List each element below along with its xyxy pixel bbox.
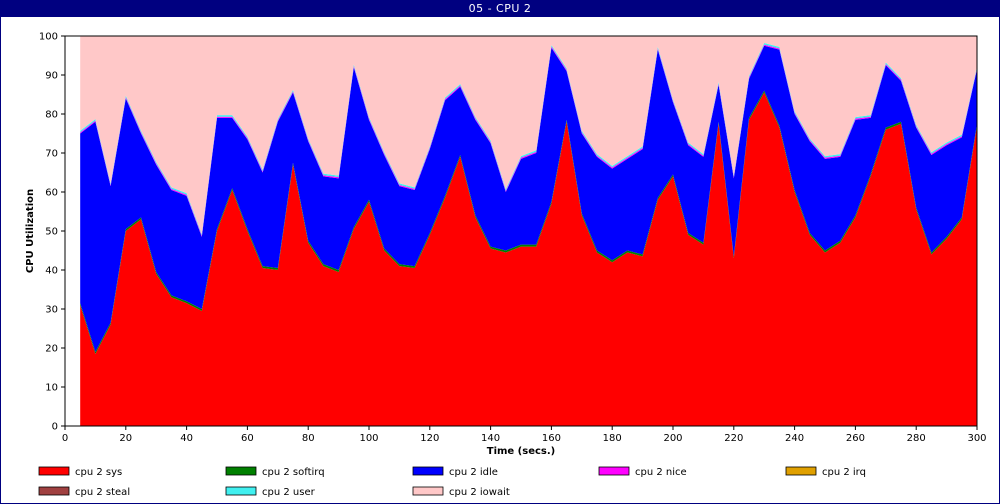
- x-tick-label: 240: [785, 433, 804, 444]
- area-cpu-2-iowait: [80, 36, 977, 235]
- y-axis-title: CPU Utilization: [25, 189, 36, 273]
- legend-swatch-cpu-2-irq: [785, 466, 817, 476]
- x-tick-label: 20: [119, 433, 132, 444]
- y-tick-label: 0: [52, 422, 58, 433]
- legend-swatch-cpu-2-steal: [38, 486, 70, 496]
- y-axis-ticks: 0 10 20 30 40 50 60 70 80 90 100: [39, 32, 65, 433]
- x-tick-label: 140: [481, 433, 500, 444]
- y-tick-label: 20: [45, 344, 58, 355]
- x-tick-label: 220: [724, 433, 743, 444]
- legend-label-cpu-2-steal: cpu 2 steal: [75, 487, 130, 498]
- x-tick-label: 300: [967, 433, 986, 444]
- y-tick-label: 70: [45, 149, 58, 160]
- x-axis-ticks: 0 20 40 60 80 100 120 140 160 180 200 220 240 260 280 3…: [62, 426, 987, 444]
- x-tick-label: 60: [241, 433, 254, 444]
- legend-label-cpu-2-iowait: cpu 2 iowait: [449, 487, 510, 498]
- y-tick-label: 30: [45, 305, 58, 316]
- legend-label-cpu-2-nice: cpu 2 nice: [635, 467, 687, 478]
- legend-swatch-cpu-2-user: [225, 486, 257, 496]
- window-title: 05 - CPU 2: [1, 1, 999, 17]
- y-tick-label: 90: [45, 71, 58, 82]
- legend-swatch-cpu-2-sys: [38, 466, 70, 476]
- cpu-utilization-chart: 0 20 40 60 80 100 120 140 160 180 200 220 240 260 280 3…: [25, 32, 987, 499]
- stacked-areas: [80, 36, 977, 427]
- y-tick-label: 10: [45, 383, 58, 394]
- legend-label-cpu-2-irq: cpu 2 irq: [822, 467, 866, 478]
- x-axis-title: Time (secs.): [487, 446, 556, 457]
- x-tick-label: 0: [62, 433, 68, 444]
- area-cpu-2-sys: [80, 92, 977, 427]
- x-tick-label: 180: [603, 433, 622, 444]
- x-tick-label: 120: [420, 433, 439, 444]
- legend: cpu 2 sys cpu 2 softirq cpu 2 idle cpu 2 ni…: [38, 466, 866, 498]
- x-tick-label: 260: [846, 433, 865, 444]
- legend-swatch-cpu-2-softirq: [225, 466, 257, 476]
- legend-label-cpu-2-idle: cpu 2 idle: [449, 467, 498, 478]
- x-tick-label: 160: [542, 433, 561, 444]
- x-tick-label: 200: [663, 433, 682, 444]
- legend-swatch-cpu-2-nice: [598, 466, 630, 476]
- area-cpu-2-idle: [80, 45, 977, 352]
- y-tick-label: 100: [39, 32, 58, 43]
- y-tick-label: 60: [45, 188, 58, 199]
- y-tick-label: 50: [45, 227, 58, 238]
- y-tick-label: 80: [45, 110, 58, 121]
- x-tick-label: 40: [180, 433, 193, 444]
- legend-swatch-cpu-2-idle: [412, 466, 444, 476]
- legend-label-cpu-2-user: cpu 2 user: [262, 487, 316, 498]
- y-tick-label: 40: [45, 266, 58, 277]
- legend-swatch-cpu-2-iowait: [412, 486, 444, 496]
- x-tick-label: 280: [907, 433, 926, 444]
- x-tick-label: 100: [359, 433, 378, 444]
- legend-label-cpu-2-sys: cpu 2 sys: [75, 467, 122, 478]
- x-tick-label: 80: [302, 433, 315, 444]
- legend-label-cpu-2-softirq: cpu 2 softirq: [262, 467, 325, 478]
